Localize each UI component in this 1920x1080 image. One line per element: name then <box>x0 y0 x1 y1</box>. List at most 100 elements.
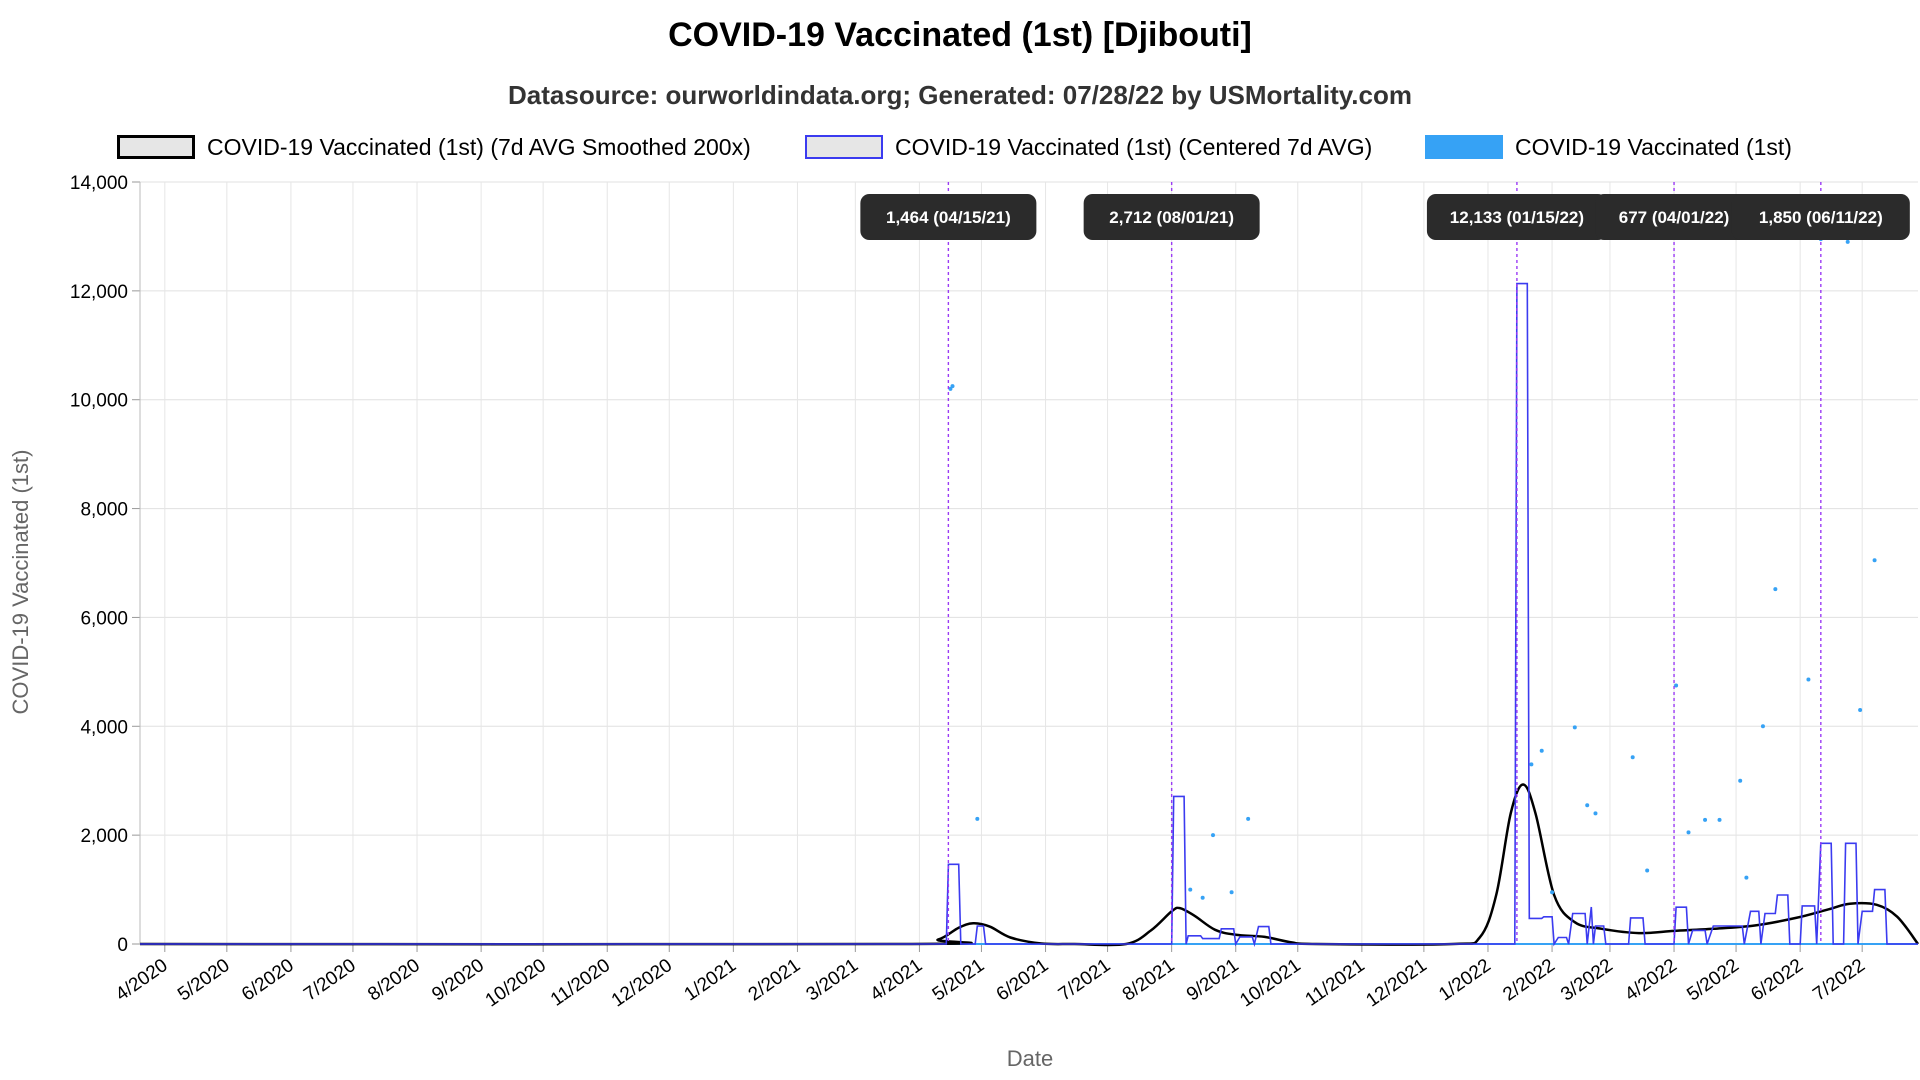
x-tick-label: 9/2021 <box>1183 955 1243 1006</box>
y-tick-label: 14,000 <box>70 173 128 194</box>
legend: COVID-19 Vaccinated (1st) (7d AVG Smooth… <box>0 130 1920 164</box>
raw-data-point <box>1858 707 1863 712</box>
x-axis-label: Date <box>1007 1046 1053 1071</box>
raw-data-point <box>1645 868 1650 873</box>
marker-tooltip-label: 1,850 (06/11/22) <box>1759 208 1883 227</box>
marker-layer: 1,464 (04/15/21) 2,712 (08/01/21) 12,133 (… <box>860 182 1910 944</box>
x-tick-label: 6/2021 <box>993 955 1053 1006</box>
raw-data-point <box>1717 817 1722 822</box>
centered-avg-line <box>140 282 1918 948</box>
raw-data-point <box>975 816 980 821</box>
x-tick-label: 9/2020 <box>428 955 488 1006</box>
legend-item-centered[interactable]: COVID-19 Vaccinated (1st) (Centered 7d A… <box>805 130 1372 164</box>
y-tick-label: 10,000 <box>70 391 128 412</box>
y-tick-label: 0 <box>117 935 128 956</box>
raw-data-point <box>1211 833 1216 838</box>
x-tick-label: 1/2022 <box>1435 955 1495 1006</box>
marker-tooltip: 1,850 (06/11/22) <box>1731 194 1910 240</box>
raw-data-point <box>1246 816 1251 821</box>
y-tick-label: 2,000 <box>80 826 128 847</box>
x-tick-label: 11/2020 <box>547 955 614 1011</box>
raw-data-point <box>1744 875 1749 880</box>
x-tick-label: 8/2021 <box>1119 955 1179 1006</box>
marker-tooltip-label: 12,133 (01/15/22) <box>1450 208 1584 227</box>
legend-swatch-raw <box>1425 135 1503 159</box>
legend-label-smoothed: COVID-19 Vaccinated (1st) (7d AVG Smooth… <box>207 133 751 160</box>
marker-tooltip-label: 677 (04/01/22) <box>1619 208 1730 227</box>
x-tick-label: 7/2021 <box>1055 955 1115 1006</box>
raw-data-point <box>1630 755 1635 760</box>
x-tick-label: 2/2021 <box>745 955 805 1006</box>
raw-data-point <box>1806 677 1811 682</box>
raw-data-point <box>1585 803 1590 808</box>
raw-data-point <box>1529 762 1534 767</box>
legend-swatch-centered <box>805 135 883 159</box>
x-tick-label: 10/2021 <box>1236 955 1304 1012</box>
x-tick-label: 10/2020 <box>482 955 550 1012</box>
raw-data-point <box>1773 587 1778 592</box>
raw-data-point <box>1760 724 1765 729</box>
x-tick-label: 2/2022 <box>1499 955 1559 1006</box>
y-tick-label: 8,000 <box>80 500 128 521</box>
marker-tooltip: 12,133 (01/15/22) <box>1426 194 1607 240</box>
marker-tooltip: 2,712 (08/01/21) <box>1083 194 1260 240</box>
x-tick-label: 5/2022 <box>1683 955 1743 1006</box>
y-tick-label: 6,000 <box>80 608 128 629</box>
x-tick-label: 6/2022 <box>1747 955 1807 1006</box>
raw-data-point <box>1674 683 1679 688</box>
raw-data-point <box>1572 725 1577 730</box>
marker-tooltip-label: 2,712 (08/01/21) <box>1109 208 1234 227</box>
marker-tooltip-box <box>860 194 1037 240</box>
y-axis-label: COVID-19 Vaccinated (1st) <box>8 450 33 715</box>
y-tick-label: 4,000 <box>80 717 128 738</box>
raw-data-point <box>1229 890 1234 895</box>
raw-data-point <box>1539 748 1544 753</box>
legend-label-centered: COVID-19 Vaccinated (1st) (Centered 7d A… <box>895 133 1373 160</box>
x-tick-label: 12/2020 <box>608 955 676 1012</box>
x-tick-label: 12/2021 <box>1362 955 1430 1012</box>
x-tick-label: 11/2021 <box>1302 955 1369 1011</box>
raw-data-point <box>1593 811 1598 816</box>
marker-tooltip: 677 (04/01/22) <box>1595 194 1754 240</box>
x-tick-label: 4/2020 <box>112 955 172 1006</box>
legend-label-raw: COVID-19 Vaccinated (1st) <box>1515 133 1792 160</box>
legend-swatch-smoothed <box>117 135 195 159</box>
raw-data-point <box>1845 239 1850 244</box>
series-layer <box>139 237 1920 948</box>
raw-data-point <box>1738 778 1743 783</box>
marker-tooltip: 1,464 (04/15/21) <box>860 194 1037 240</box>
raw-data-point <box>1686 830 1691 835</box>
raw-data-point <box>1188 887 1193 892</box>
x-tick-label: 5/2020 <box>174 955 234 1006</box>
x-tick-label: 7/2020 <box>300 955 360 1006</box>
smoothed-avg-line <box>139 783 1920 947</box>
marker-tooltip-box <box>1595 194 1754 240</box>
marker-tooltip-box <box>1731 194 1910 240</box>
raw-data-point <box>1872 558 1877 563</box>
x-tick-label: 3/2022 <box>1557 955 1617 1006</box>
x-tick-label: 7/2022 <box>1809 955 1869 1006</box>
x-tick-label: 3/2021 <box>803 955 863 1006</box>
axes: 0 2,000 4,000 6,000 8,000 10,000 12,000 14,000 4… <box>70 173 1918 1011</box>
raw-data-point <box>1200 895 1205 900</box>
chart-subtitle: Datasource: ourworldindata.org; Generate… <box>508 80 1412 110</box>
marker-tooltip-box <box>1083 194 1260 240</box>
marker-tooltip-box <box>1426 194 1607 240</box>
raw-data-point <box>1550 890 1555 895</box>
x-tick-label: 4/2022 <box>1621 955 1681 1006</box>
chart-title: COVID-19 Vaccinated (1st) [Djibouti] <box>668 16 1252 54</box>
raw-data-point <box>948 386 953 391</box>
x-tick-label: 6/2020 <box>238 955 298 1006</box>
y-tick-label: 12,000 <box>70 282 128 303</box>
legend-item-smoothed[interactable]: COVID-19 Vaccinated (1st) (7d AVG Smooth… <box>117 130 751 164</box>
x-tick-label: 1/2021 <box>681 955 741 1006</box>
grid-lines <box>140 181 1918 945</box>
raw-data-point <box>1703 817 1708 822</box>
x-tick-label: 4/2021 <box>867 955 927 1006</box>
marker-tooltip-label: 1,464 (04/15/21) <box>886 208 1011 227</box>
x-tick-label: 8/2020 <box>364 955 424 1006</box>
raw-data-point <box>950 384 955 389</box>
legend-item-raw[interactable]: COVID-19 Vaccinated (1st) <box>1425 130 1792 164</box>
x-tick-label: 5/2021 <box>929 955 989 1006</box>
